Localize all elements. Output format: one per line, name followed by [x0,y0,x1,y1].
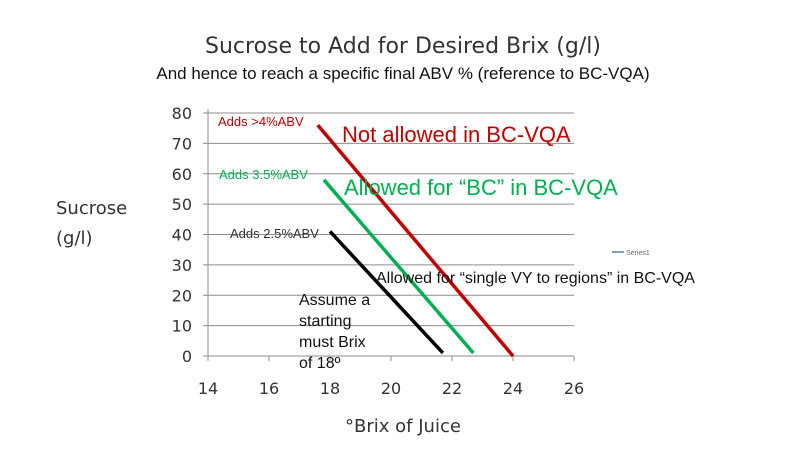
annotation-allowed-bc: Allowed for “BC” in BC-VQA [344,175,618,200]
y-tick-label-40: 40 [172,226,192,245]
y-tick-label-10: 10 [172,317,192,336]
y-tick-label-60: 60 [172,165,192,184]
x-tick-label-20: 20 [381,379,401,398]
y-axis-label: Sucrose (g/l) [56,194,127,254]
annotation-assume-line-1: Assume a [299,292,370,309]
y-tick-label-80: 80 [172,104,192,123]
x-tick-label-16: 16 [259,379,279,398]
y-tick-label-30: 30 [172,256,192,275]
x-tick-label-14: 14 [198,379,218,398]
x-tick-label-26: 26 [564,379,584,398]
annotation-assume-line-2: starting [299,313,351,330]
legend-label: Series1 [626,250,650,257]
x-tick-label-24: 24 [503,379,523,398]
annotation-assume-line-3: must Brix [299,334,366,351]
annotation-allowed-single-vy: Allowed for “single VY to regions” in BC… [376,270,695,287]
y-tick-label-50: 50 [172,195,192,214]
chart-title: Sucrose to Add for Desired Brix (g/l) [205,34,601,59]
series-line-3 [328,230,445,355]
series-line-1 [316,124,515,358]
y-tick-label-70: 70 [172,134,192,153]
x-tick-label-22: 22 [442,379,462,398]
series-line-2 [322,178,475,355]
annotation-not-allowed: Not allowed in BC-VQA [342,122,571,147]
chart-subtitle: And hence to reach a specific final ABV … [156,64,650,83]
annotation-adds-4-abv: Adds >4%ABV [218,114,304,129]
y-axis-label-line-1: Sucrose [56,198,128,219]
annotation-adds-2-5-abv: Adds 2.5%ABV [230,226,319,241]
y-tick-label-20: 20 [172,286,192,305]
y-tick-label-0: 0 [182,347,192,366]
annotation-assume-line-4: of 18º [299,355,341,372]
x-axis-label: °Brix of Juice [345,416,461,437]
x-tick-label-18: 18 [320,379,340,398]
annotation-adds-3-5-abv: Adds 3.5%ABV [219,167,308,182]
y-axis-label-line-2: (g/l) [56,228,93,249]
